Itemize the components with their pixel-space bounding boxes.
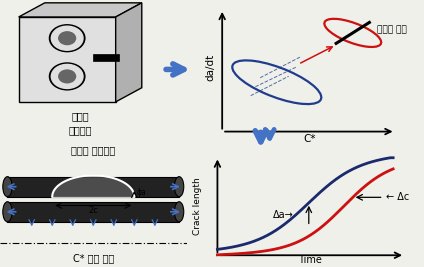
Polygon shape bbox=[19, 3, 142, 17]
Text: Crack length: Crack length bbox=[193, 177, 202, 235]
Polygon shape bbox=[8, 177, 179, 197]
Ellipse shape bbox=[3, 202, 12, 222]
Ellipse shape bbox=[174, 177, 184, 197]
Text: 2c: 2c bbox=[88, 206, 98, 215]
Text: 플랜트 균열기기: 플랜트 균열기기 bbox=[71, 145, 115, 155]
Polygon shape bbox=[116, 3, 142, 102]
Circle shape bbox=[59, 70, 75, 83]
Circle shape bbox=[51, 26, 83, 50]
Text: 실험실 조건: 실험실 조건 bbox=[377, 25, 406, 34]
Ellipse shape bbox=[174, 202, 184, 222]
Text: C*: C* bbox=[304, 134, 316, 144]
Circle shape bbox=[50, 63, 85, 90]
Text: C* 적분 예측: C* 적분 예측 bbox=[73, 253, 114, 263]
Text: da/dt: da/dt bbox=[205, 54, 215, 81]
Circle shape bbox=[51, 64, 83, 88]
Ellipse shape bbox=[3, 177, 12, 197]
Polygon shape bbox=[52, 175, 134, 197]
Text: ϕa: ϕa bbox=[136, 188, 146, 197]
Polygon shape bbox=[93, 54, 120, 61]
Text: 실험실
균열시편: 실험실 균열시편 bbox=[68, 112, 92, 135]
Circle shape bbox=[50, 25, 85, 52]
Circle shape bbox=[59, 32, 75, 45]
Polygon shape bbox=[19, 17, 116, 102]
Text: Δa→: Δa→ bbox=[273, 210, 294, 219]
Text: Time: Time bbox=[298, 255, 322, 265]
Text: ← Δc: ← Δc bbox=[386, 192, 409, 202]
Polygon shape bbox=[8, 202, 179, 222]
